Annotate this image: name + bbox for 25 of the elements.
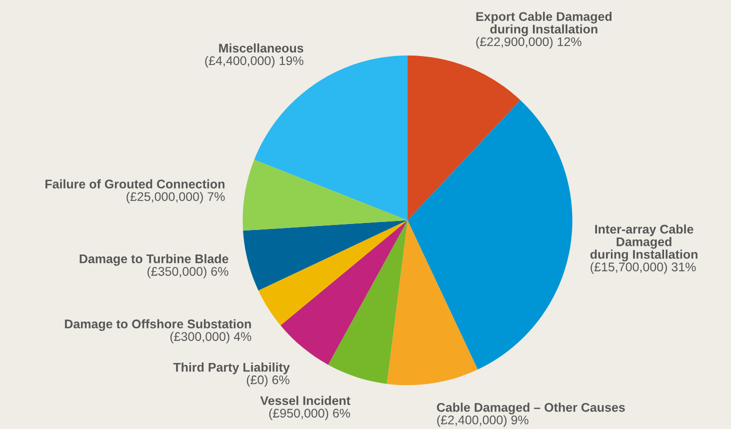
slice-label: Third Party Liability bbox=[173, 362, 290, 374]
slice-label: Miscellaneous bbox=[219, 43, 304, 53]
slice-label: Inter-array Cable Damaged during Installation bbox=[590, 224, 698, 262]
data-label: (£350,000) 6% bbox=[147, 266, 228, 278]
pie-slice bbox=[242, 160, 408, 231]
pie-slice bbox=[258, 220, 408, 326]
slice-label: Export Cable Damaged during Installation bbox=[476, 12, 612, 36]
data-label: (£950,000) 6% bbox=[269, 408, 350, 420]
data-label: (£15,700,000) 31% bbox=[590, 262, 696, 274]
pie-slice bbox=[243, 220, 408, 290]
slice-label: Damage to Offshore Substation bbox=[64, 319, 251, 331]
data-label: (£2,400,000) 9% bbox=[437, 415, 528, 427]
pie-slice bbox=[408, 55, 520, 220]
pie-slice bbox=[408, 100, 572, 370]
slice-label: Failure of Grouted Connection bbox=[45, 179, 224, 188]
data-label: (£4,400,000) 19% bbox=[205, 56, 304, 68]
pie-slice bbox=[328, 220, 408, 384]
data-label: (£22,900,000) 12% bbox=[476, 36, 582, 49]
data-label: (£0) 6% bbox=[246, 375, 290, 387]
slice-label: Vessel Incident bbox=[260, 396, 350, 406]
data-label: (£25,000,000) 7% bbox=[126, 192, 225, 204]
data-label: (£300,000) 4% bbox=[170, 332, 252, 344]
pie-slice bbox=[386, 220, 478, 386]
slice-label: Damage to Turbine Blade bbox=[80, 254, 228, 266]
slice-label: Cable Damaged – Other Causes bbox=[436, 402, 625, 414]
